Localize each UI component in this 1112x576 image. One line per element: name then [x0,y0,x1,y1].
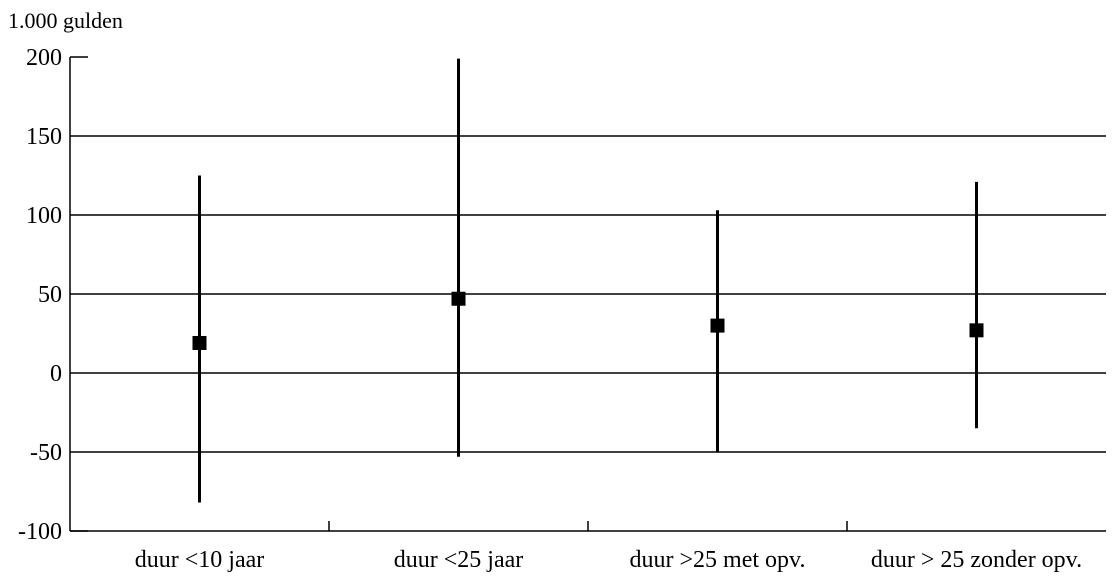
y-tick-label: 50 [38,282,62,308]
gridlines [70,135,1106,453]
x-category-labels: duur <10 jaar duur <25 jaar duur >25 met o… [135,547,1082,573]
y-unit-label: 1.000 gulden [8,8,123,33]
x-category-label: duur <10 jaar [135,547,265,573]
y-tick-label: 200 [26,45,62,71]
x-category-label: duur >25 met opv. [630,547,806,573]
point-marker [192,335,207,350]
y-tick-label: 150 [26,124,62,150]
y-tick-label: 0 [50,361,62,387]
y-tick-label: 100 [26,203,62,229]
x-category-label: duur <25 jaar [394,547,524,573]
y-tick-label: -100 [18,519,62,545]
axes [69,56,1106,532]
error-bars [198,58,978,503]
point-marker [969,323,984,338]
x-category-label: duur > 25 zonder opv. [871,547,1082,573]
point-marker [451,291,466,306]
y-tick-labels: 200 150 100 50 0 -50 -100 [18,45,62,545]
point-marker [710,318,725,333]
point-markers [192,291,984,350]
y-tick-label: -50 [30,440,62,466]
